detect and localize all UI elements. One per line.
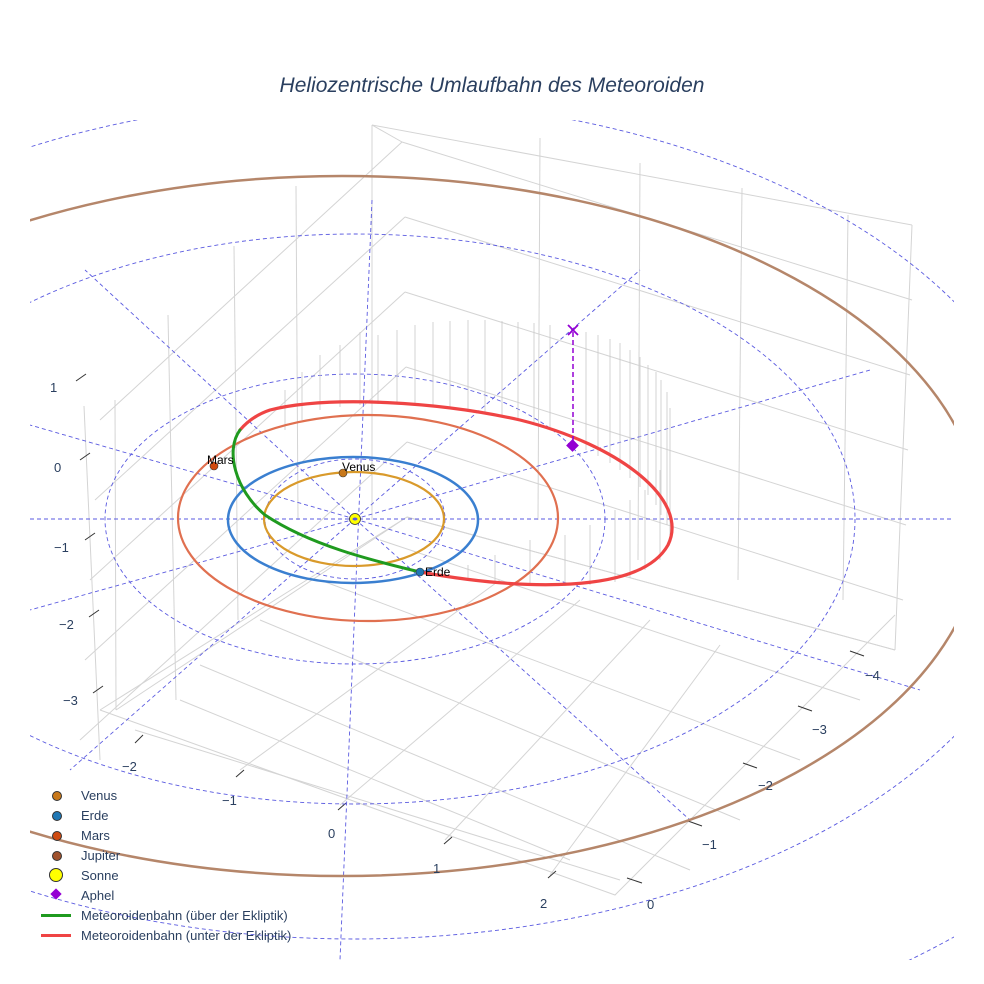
legend-item-meteor-below[interactable]: Meteoroidenbahn (unter der Ekliptik) (38, 925, 291, 945)
svg-text:−3: −3 (812, 722, 827, 737)
venus-orbit (262, 470, 446, 568)
erde-marker (415, 567, 425, 577)
planet-labels: Mars Venus Erde (207, 453, 451, 579)
aphel-projection-x-icon (567, 324, 579, 336)
legend-item-meteor-above[interactable]: Meteoroidenbahn (über der Ekliptik) (38, 905, 291, 925)
legend-item-mars[interactable]: Mars (38, 825, 291, 845)
projection-stems (284, 320, 671, 586)
legend-item-erde[interactable]: Erde (38, 805, 291, 825)
mars-dot-icon (38, 825, 78, 845)
diamond-icon (38, 885, 78, 905)
svg-text:−2: −2 (758, 778, 773, 793)
meteoroid-orbit (231, 400, 674, 587)
svg-text:0: 0 (647, 897, 654, 912)
erde-dot-icon (38, 805, 78, 825)
svg-text:0: 0 (54, 460, 61, 475)
axis-grid (79, 124, 913, 896)
svg-text:1: 1 (50, 380, 57, 395)
planet-orbits (30, 174, 954, 878)
z-axis-ticks: 1 0 −1 −2 −3 (50, 380, 78, 708)
label-erde: Erde (425, 565, 451, 579)
x-axis-ticks: −2 −1 0 1 2 (122, 759, 547, 911)
aphel-marker[interactable] (566, 324, 579, 452)
green-line-icon (38, 905, 78, 925)
legend-item-aphel[interactable]: Aphel (38, 885, 291, 905)
mars-orbit (176, 413, 560, 623)
legend-item-venus[interactable]: Venus (38, 785, 291, 805)
jupiter-orbit (30, 174, 954, 878)
svg-text:2: 2 (540, 896, 547, 911)
jupiter-dot-icon (38, 845, 78, 865)
svg-text:−4: −4 (865, 668, 880, 683)
meteor-path-below (238, 400, 674, 587)
venus-dot-icon (38, 785, 78, 805)
erde-orbit (226, 455, 480, 585)
aphel-diamond-icon (566, 439, 579, 452)
legend-item-jupiter[interactable]: Jupiter (38, 845, 291, 865)
planet-markers[interactable] (209, 461, 425, 577)
label-venus: Venus (342, 460, 375, 474)
chart-title: Heliozentrische Umlaufbahn des Meteoroid… (279, 74, 705, 97)
svg-text:0: 0 (328, 826, 335, 841)
legend: Venus Erde Mars Jupiter Sonne Aphel Mete… (38, 785, 291, 945)
svg-text:−3: −3 (63, 693, 78, 708)
svg-text:−1: −1 (702, 837, 717, 852)
legend-item-sonne[interactable]: Sonne (38, 865, 291, 885)
red-line-icon (38, 925, 78, 945)
meteor-path-above (231, 428, 422, 574)
svg-text:−2: −2 (59, 617, 74, 632)
venus-marker (338, 468, 348, 478)
y-axis-ticks: 0 −1 −2 −3 −4 (647, 668, 880, 912)
svg-text:1: 1 (433, 861, 440, 876)
label-mars: Mars (207, 453, 234, 467)
sun-icon (38, 865, 78, 885)
svg-text:−2: −2 (122, 759, 137, 774)
mars-marker (209, 461, 219, 471)
sonne-inner (352, 517, 358, 521)
svg-text:−1: −1 (222, 793, 237, 808)
svg-text:−1: −1 (54, 540, 69, 555)
